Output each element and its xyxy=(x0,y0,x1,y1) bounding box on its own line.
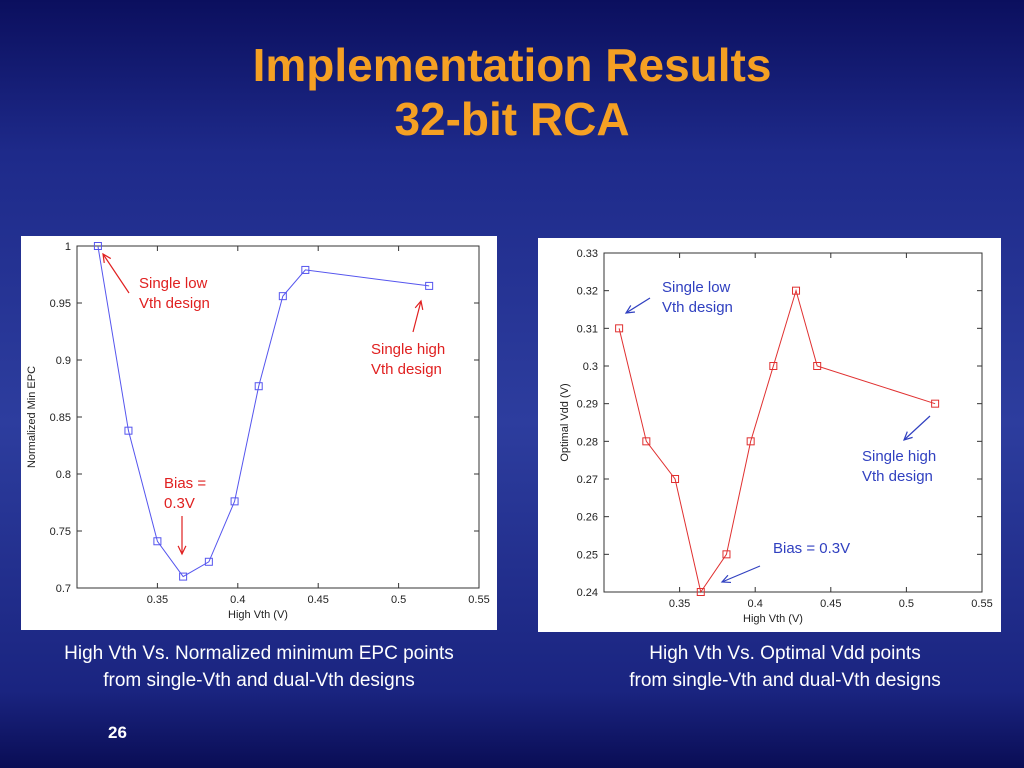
vdd-annotation-line2: Vth design xyxy=(862,468,933,485)
epc-series-line xyxy=(97,245,430,578)
chart-vdd: 0.35 0.4 0.45 0.5 0.55 0.24 0.25 0.26 0.27 0.28 0.… xyxy=(559,248,993,625)
epc-yaxis-label: Normalized Min EPC xyxy=(26,366,38,468)
vdd-ytick-label: 0.32 xyxy=(577,286,598,298)
vdd-data-point xyxy=(696,588,705,596)
vdd-ytick-label: 0.24 xyxy=(577,587,598,599)
caption-vdd-line-1: High Vth Vs. Optimal Vdd points xyxy=(649,643,921,664)
vdd-ytick-label: 0.28 xyxy=(577,436,598,448)
epc-data-point xyxy=(425,281,434,290)
title-line-1: Implementation Results xyxy=(252,39,772,91)
caption-epc: High Vth Vs. Normalized minimum EPC poin… xyxy=(14,640,504,694)
epc-annotation-line1: Single low xyxy=(139,275,208,292)
epc-xaxis-label: High Vth (V) xyxy=(228,609,288,621)
epc-ytick-label: 0.8 xyxy=(56,469,71,481)
vdd-ytick-label: 0.25 xyxy=(577,549,598,561)
vdd-ytick-label: 0.27 xyxy=(577,474,598,486)
caption-epc-line-1: High Vth Vs. Normalized minimum EPC poin… xyxy=(64,643,454,664)
epc-annotation-arrowhead xyxy=(414,299,424,310)
vdd-annotation-line1: Bias = 0.3V xyxy=(773,540,850,557)
vdd-xtick-label: 0.4 xyxy=(748,598,763,610)
vdd-data-point xyxy=(615,324,624,333)
epc-data-point xyxy=(93,242,102,250)
epc-annotation-arrowhead xyxy=(102,252,112,263)
vdd-data-point xyxy=(671,475,680,483)
vdd-annotation-arrowhead xyxy=(902,431,913,441)
epc-annotation-line1: Bias = xyxy=(164,475,206,492)
vdd-ytick-label: 0.33 xyxy=(577,248,598,260)
epc-ytick-label: 0.95 xyxy=(50,298,71,310)
epc-xtick-label: 0.55 xyxy=(468,594,489,606)
epc-annotation-arrow xyxy=(412,300,422,333)
vdd-axes-box xyxy=(603,252,983,593)
epc-annotation-line2: Vth design xyxy=(139,295,210,312)
vdd-annotation-line2: Vth design xyxy=(662,299,733,316)
vdd-yaxis-label: Optimal Vdd (V) xyxy=(559,383,571,461)
epc-data-point xyxy=(153,537,162,546)
vdd-annotation-arrow xyxy=(721,565,761,583)
vdd-xtick-label: 0.35 xyxy=(669,598,690,610)
vdd-series-line xyxy=(618,288,936,594)
epc-data-point xyxy=(230,497,239,506)
epc-data-point xyxy=(254,382,263,391)
vdd-xtick-label: 0.55 xyxy=(971,598,992,610)
epc-data-point xyxy=(301,265,310,274)
epc-ytick-label: 0.9 xyxy=(56,355,71,367)
vdd-ytick-label: 0.29 xyxy=(577,399,598,411)
chart-epc: 0.35 0.4 0.45 0.5 0.55 0.7 0.75 0.8 0.85 0.9 0.95 1… xyxy=(26,241,490,621)
epc-annotation-line2: 0.3V xyxy=(164,495,195,512)
caption-vdd-line-2: from single-Vth and dual-Vth designs xyxy=(629,670,941,691)
epc-xtick-label: 0.35 xyxy=(147,594,168,606)
vdd-data-point xyxy=(642,437,651,446)
vdd-annotation-arrowhead xyxy=(720,574,732,584)
epc-xtick-label: 0.5 xyxy=(391,594,406,606)
chart-panel-vdd: 0.35 0.4 0.45 0.5 0.55 0.24 0.25 0.26 0.27 0.28 0.… xyxy=(538,238,1001,632)
epc-ytick-label: 0.85 xyxy=(50,412,71,424)
vdd-data-point xyxy=(813,362,822,370)
chart-panel-epc: 0.35 0.4 0.45 0.5 0.55 0.7 0.75 0.8 0.85 0.9 0.95 1… xyxy=(21,236,497,630)
vdd-data-point xyxy=(746,437,755,446)
epc-annotation-arrow xyxy=(102,253,130,294)
vdd-data-point xyxy=(769,362,778,370)
vdd-xaxis-label: High Vth (V) xyxy=(743,613,803,625)
epc-ytick-label: 0.75 xyxy=(50,526,71,538)
vdd-data-point xyxy=(931,399,940,408)
epc-data-point xyxy=(179,572,188,581)
vdd-ytick-label: 0.26 xyxy=(577,512,598,524)
page-number: 26 xyxy=(108,723,127,742)
epc-annotation-line2: Vth design xyxy=(371,361,442,378)
epc-xtick-label: 0.4 xyxy=(230,594,245,606)
epc-xtick-label: 0.45 xyxy=(307,594,328,606)
epc-data-point xyxy=(124,426,133,435)
epc-axes-box xyxy=(76,245,480,589)
slide-title: Implementation Results 32-bit RCA xyxy=(0,38,1024,146)
caption-vdd: High Vth Vs. Optimal Vdd points from sin… xyxy=(580,640,990,694)
epc-ytick-label: 1 xyxy=(65,241,71,253)
vdd-xtick-label: 0.45 xyxy=(820,598,841,610)
epc-annotation-arrowhead xyxy=(177,545,187,556)
vdd-annotation-line1: Single low xyxy=(662,279,731,296)
vdd-xtick-label: 0.5 xyxy=(899,598,914,610)
vdd-annotation-arrow xyxy=(903,415,931,441)
vdd-annotation-arrow xyxy=(625,297,651,314)
epc-data-point xyxy=(278,292,287,301)
caption-epc-line-2: from single-Vth and dual-Vth designs xyxy=(103,670,415,691)
vdd-annotation-arrowhead xyxy=(624,305,636,314)
vdd-ytick-label: 0.31 xyxy=(577,323,598,335)
vdd-data-point xyxy=(722,550,731,559)
epc-data-point xyxy=(204,557,213,566)
epc-annotation-line1: Single high xyxy=(371,341,445,358)
title-line-2: 32-bit RCA xyxy=(394,93,630,145)
vdd-annotation-line1: Single high xyxy=(862,448,936,465)
vdd-ytick-label: 0.3 xyxy=(583,361,598,373)
vdd-data-point xyxy=(792,286,801,295)
epc-ytick-label: 0.7 xyxy=(56,583,71,595)
